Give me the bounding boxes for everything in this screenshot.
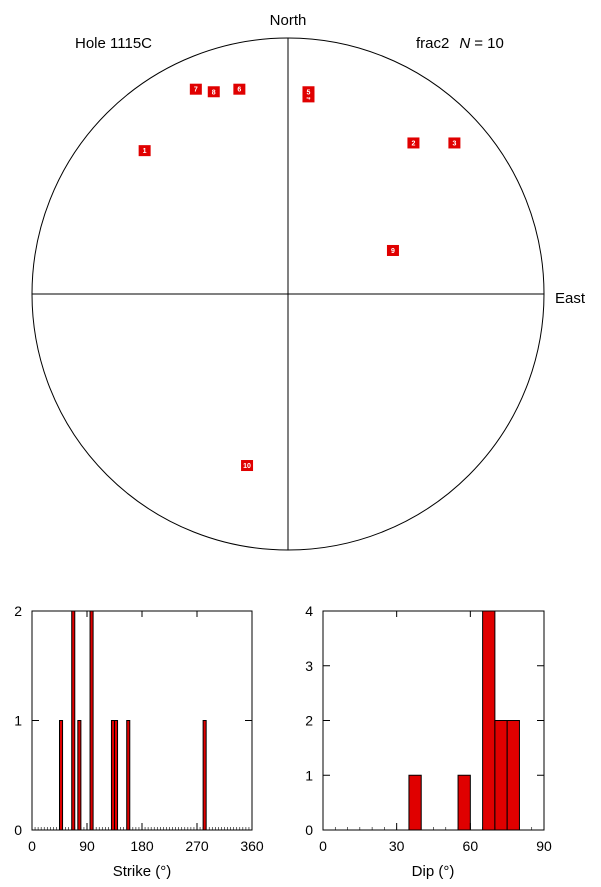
dip-x-tick-label: 60 bbox=[463, 838, 479, 854]
strike-bar bbox=[202, 720, 207, 831]
east-label: East bbox=[555, 290, 586, 307]
dip-bar bbox=[408, 774, 422, 831]
strike-x-tick-label: 90 bbox=[79, 838, 95, 854]
dip-y-tick-label: 1 bbox=[305, 767, 313, 783]
pole-label: 10 bbox=[243, 463, 251, 470]
dip-x-tick-label: 0 bbox=[319, 838, 327, 854]
pole-label: 4 bbox=[307, 94, 311, 101]
pole-marker bbox=[302, 86, 315, 98]
strike-bar bbox=[89, 610, 94, 831]
pole-marker bbox=[233, 83, 246, 95]
dip-bar bbox=[482, 610, 496, 831]
north-label: North bbox=[270, 12, 307, 29]
pole-marker bbox=[448, 137, 461, 149]
pole-label: 5 bbox=[307, 89, 311, 96]
strike-bar bbox=[114, 720, 119, 831]
pole-marker bbox=[207, 86, 220, 98]
pole-point-2: 2 bbox=[407, 137, 420, 149]
dip-ticks: 0 30 60 90 0 1 2 3 4 bbox=[305, 603, 552, 854]
pole-label: 8 bbox=[212, 89, 216, 96]
pole-point-6: 6 bbox=[233, 83, 246, 95]
strike-bar bbox=[126, 720, 131, 831]
strike-x-tick-label: 270 bbox=[185, 838, 209, 854]
dip-y-tick-label: 4 bbox=[305, 603, 313, 619]
pole-point-7: 7 bbox=[189, 83, 202, 95]
strike-x-tick-label: 180 bbox=[130, 838, 154, 854]
stereonet-points: 1 2 3 45 6 7 8 9 10 bbox=[138, 83, 461, 472]
pole-point-8: 8 bbox=[207, 86, 220, 98]
pole-label: 6 bbox=[237, 87, 241, 94]
strike-y-tick-label: 0 bbox=[14, 822, 22, 838]
pole-point-10: 10 bbox=[241, 460, 254, 472]
dip-histogram: 0 30 60 90 0 1 2 3 4 Dip (°) bbox=[305, 603, 552, 880]
stereonet: North East Hole 1115C frac2 N = 10 1 2 3 45 6 7… bbox=[31, 12, 586, 551]
pole-label: 1 bbox=[143, 148, 147, 155]
dip-y-tick-label: 2 bbox=[305, 713, 313, 729]
strike-bar bbox=[71, 610, 76, 831]
pole-marker bbox=[138, 145, 151, 157]
strike-bar bbox=[59, 720, 64, 831]
dip-bar bbox=[506, 720, 520, 831]
dip-bar bbox=[457, 774, 471, 831]
strike-y-tick-label: 1 bbox=[14, 713, 22, 729]
strike-frame bbox=[31, 610, 253, 831]
pole-point-5: 5 bbox=[302, 86, 315, 98]
dip-y-tick-label: 3 bbox=[305, 658, 313, 674]
hole-label: Hole 1115C bbox=[75, 35, 152, 52]
set-label: frac2 N = 10 bbox=[416, 35, 504, 52]
pole-point-3: 3 bbox=[448, 137, 461, 149]
strike-y-tick-label: 2 bbox=[14, 603, 22, 619]
dip-bars bbox=[408, 610, 520, 831]
pole-marker bbox=[241, 460, 254, 472]
pole-label: 9 bbox=[391, 248, 395, 255]
pole-marker bbox=[407, 137, 420, 149]
dip-x-tick-label: 90 bbox=[536, 838, 552, 854]
pole-point-9: 9 bbox=[386, 244, 399, 256]
strike-x-tick-label: 0 bbox=[28, 838, 36, 854]
pole-label: 7 bbox=[194, 87, 198, 94]
pole-marker bbox=[386, 244, 399, 256]
pole-label: 3 bbox=[452, 140, 456, 147]
dip-axis-title: Dip (°) bbox=[412, 863, 455, 880]
strike-bars bbox=[59, 610, 207, 831]
dip-y-tick-label: 0 bbox=[305, 822, 313, 838]
pole-marker bbox=[189, 83, 202, 95]
pole-label: 2 bbox=[411, 140, 415, 147]
strike-ticks: 0 90 180 270 360 0 1 2 bbox=[14, 603, 264, 854]
pole-point-1: 1 bbox=[138, 145, 151, 157]
strike-axis-title: Strike (°) bbox=[113, 863, 172, 880]
strike-histogram: 0 90 180 270 360 0 1 2 Strike (°) bbox=[14, 603, 264, 880]
dip-bar bbox=[494, 720, 508, 831]
strike-x-tick-label: 360 bbox=[240, 838, 264, 854]
dip-x-tick-label: 30 bbox=[389, 838, 405, 854]
strike-bar bbox=[77, 720, 82, 831]
